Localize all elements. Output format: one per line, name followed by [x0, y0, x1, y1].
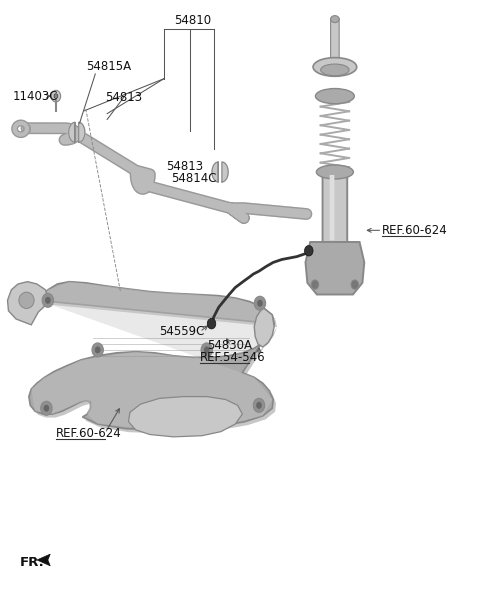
Ellipse shape — [321, 64, 349, 76]
Circle shape — [41, 401, 52, 415]
Text: REF.60-624: REF.60-624 — [383, 224, 448, 237]
Text: 54814C: 54814C — [171, 173, 216, 186]
Circle shape — [256, 402, 262, 409]
Polygon shape — [129, 396, 242, 437]
Ellipse shape — [331, 16, 339, 22]
Text: REF.54-546: REF.54-546 — [200, 351, 265, 364]
Ellipse shape — [316, 165, 353, 179]
FancyBboxPatch shape — [323, 171, 347, 244]
Circle shape — [51, 90, 60, 102]
Circle shape — [207, 319, 216, 329]
Text: FR.: FR. — [19, 557, 44, 570]
Text: 54810: 54810 — [174, 14, 211, 27]
Ellipse shape — [313, 58, 357, 77]
Text: 54559C: 54559C — [159, 325, 204, 338]
Polygon shape — [254, 307, 274, 347]
Polygon shape — [29, 282, 274, 430]
Text: 54830A: 54830A — [207, 339, 252, 352]
Circle shape — [54, 94, 58, 98]
Circle shape — [92, 343, 103, 357]
FancyBboxPatch shape — [331, 18, 339, 71]
Polygon shape — [222, 162, 228, 182]
Circle shape — [95, 346, 100, 353]
Circle shape — [311, 280, 319, 289]
Polygon shape — [212, 162, 218, 182]
Circle shape — [304, 246, 313, 256]
Polygon shape — [79, 123, 85, 142]
Circle shape — [253, 398, 264, 412]
FancyBboxPatch shape — [330, 175, 335, 240]
Text: REF.60-624: REF.60-624 — [56, 427, 121, 440]
Circle shape — [257, 300, 263, 307]
Circle shape — [42, 293, 54, 307]
Text: 54815A: 54815A — [86, 60, 131, 73]
Text: 54813: 54813 — [167, 160, 204, 173]
Ellipse shape — [19, 292, 34, 309]
Polygon shape — [37, 554, 50, 566]
Polygon shape — [305, 242, 364, 294]
Text: 11403C: 11403C — [12, 90, 58, 102]
Circle shape — [351, 280, 359, 289]
Polygon shape — [31, 282, 272, 430]
Circle shape — [44, 405, 49, 412]
Circle shape — [201, 343, 213, 357]
Polygon shape — [32, 285, 277, 434]
Polygon shape — [69, 123, 75, 142]
Circle shape — [45, 297, 51, 304]
Ellipse shape — [315, 88, 354, 104]
Circle shape — [204, 346, 210, 353]
Polygon shape — [8, 282, 48, 325]
Text: 54813: 54813 — [105, 91, 142, 104]
Circle shape — [254, 296, 265, 310]
